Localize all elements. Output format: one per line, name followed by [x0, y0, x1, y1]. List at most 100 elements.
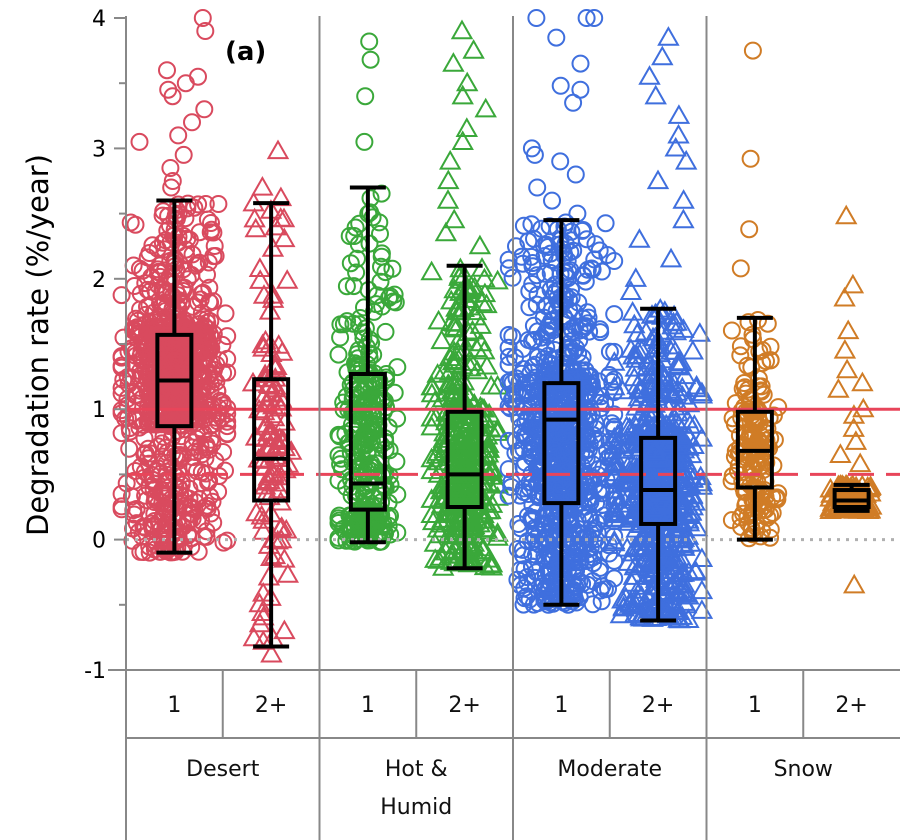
data-point — [635, 516, 659, 537]
data-point — [273, 547, 296, 568]
data-point — [667, 355, 690, 376]
data-point — [257, 465, 280, 486]
data-point — [165, 351, 184, 370]
data-point — [603, 375, 626, 396]
data-point — [722, 321, 741, 340]
data-point — [198, 313, 217, 332]
data-point — [499, 347, 518, 366]
data-point — [420, 406, 443, 427]
data-point — [537, 384, 556, 403]
data-point — [603, 529, 626, 550]
data-point — [632, 460, 655, 480]
data-point — [202, 220, 221, 239]
data-point — [195, 317, 214, 336]
y-tick-label: -1 — [84, 659, 106, 684]
outlier-point — [740, 220, 759, 239]
box-plot-moderate-1 — [542, 218, 581, 607]
data-point — [197, 522, 216, 541]
data-point — [676, 408, 699, 429]
outlier-point — [547, 28, 566, 47]
data-point — [529, 459, 548, 478]
data-point — [688, 322, 712, 342]
data-point — [112, 347, 131, 366]
data-point — [329, 446, 348, 465]
data-point — [570, 331, 589, 350]
outlier-point — [835, 358, 859, 379]
data-point — [427, 549, 450, 569]
data-point — [744, 467, 763, 485]
outlier-point — [451, 130, 474, 150]
data-point — [216, 461, 234, 480]
data-point — [139, 454, 158, 473]
data-point — [626, 374, 649, 395]
data-point — [527, 295, 546, 314]
data-point — [273, 619, 296, 640]
data-point — [664, 536, 688, 557]
data-point — [618, 472, 641, 492]
data-point — [637, 548, 661, 569]
data-point — [216, 304, 235, 323]
outlier-point — [176, 74, 195, 93]
outlier-point — [527, 9, 546, 27]
y-tick-label: 1 — [92, 398, 106, 423]
box-plot-snow-2plus — [832, 482, 871, 513]
outlier-point — [651, 45, 674, 66]
data-point — [262, 461, 285, 482]
axes-layer: -1 0 1 2 3 4 1 2+ 1 2+ 1 2+ 1 2+ Desert Hot & Humid Moder… — [84, 7, 900, 840]
data-point — [209, 195, 228, 213]
outlier-point — [442, 52, 465, 72]
data-point — [252, 336, 275, 357]
outlier-point — [551, 152, 570, 171]
outlier-point — [564, 93, 583, 112]
data-point — [252, 284, 276, 304]
data-point — [252, 630, 275, 650]
data-point — [331, 328, 350, 347]
data-points-layer — [112, 9, 883, 663]
data-point — [499, 431, 518, 450]
data-point — [553, 475, 572, 494]
data-point — [131, 300, 150, 319]
box-plot-snow-1 — [735, 315, 774, 542]
data-point — [189, 195, 208, 214]
outlier-point — [193, 9, 212, 27]
data-point — [606, 423, 630, 443]
data-point — [532, 219, 551, 238]
outlier-point — [474, 97, 497, 118]
data-point — [427, 309, 450, 330]
data-point — [635, 531, 659, 552]
outlier-point — [130, 132, 149, 151]
data-point — [170, 479, 189, 498]
data-point — [758, 314, 777, 333]
data-point — [120, 439, 139, 458]
data-point — [218, 404, 237, 423]
data-point — [514, 383, 533, 402]
data-point — [758, 508, 777, 527]
data-point — [329, 531, 348, 550]
data-point — [578, 303, 597, 322]
box-plot-hot-humid-1 — [348, 185, 387, 545]
zone-label: Moderate — [557, 757, 662, 782]
data-point — [248, 612, 272, 633]
outlier-point — [260, 642, 283, 663]
data-point — [730, 426, 749, 445]
outlier-point — [664, 136, 687, 157]
data-point — [477, 438, 501, 458]
data-point — [751, 381, 770, 400]
data-point — [652, 510, 675, 531]
outlier-point — [628, 228, 651, 248]
data-point — [276, 563, 300, 583]
data-point — [112, 358, 131, 377]
data-point — [338, 312, 357, 331]
data-point — [345, 227, 364, 245]
data-point — [348, 249, 366, 268]
data-point — [114, 370, 133, 389]
outlier-point — [195, 100, 214, 119]
data-point — [568, 540, 587, 559]
group-label: 1 — [361, 693, 375, 718]
data-point — [430, 512, 453, 533]
data-point — [370, 213, 389, 232]
data-point — [459, 483, 482, 504]
data-point — [679, 500, 703, 521]
y-tick-label: 2 — [92, 268, 106, 293]
data-point — [270, 516, 293, 536]
